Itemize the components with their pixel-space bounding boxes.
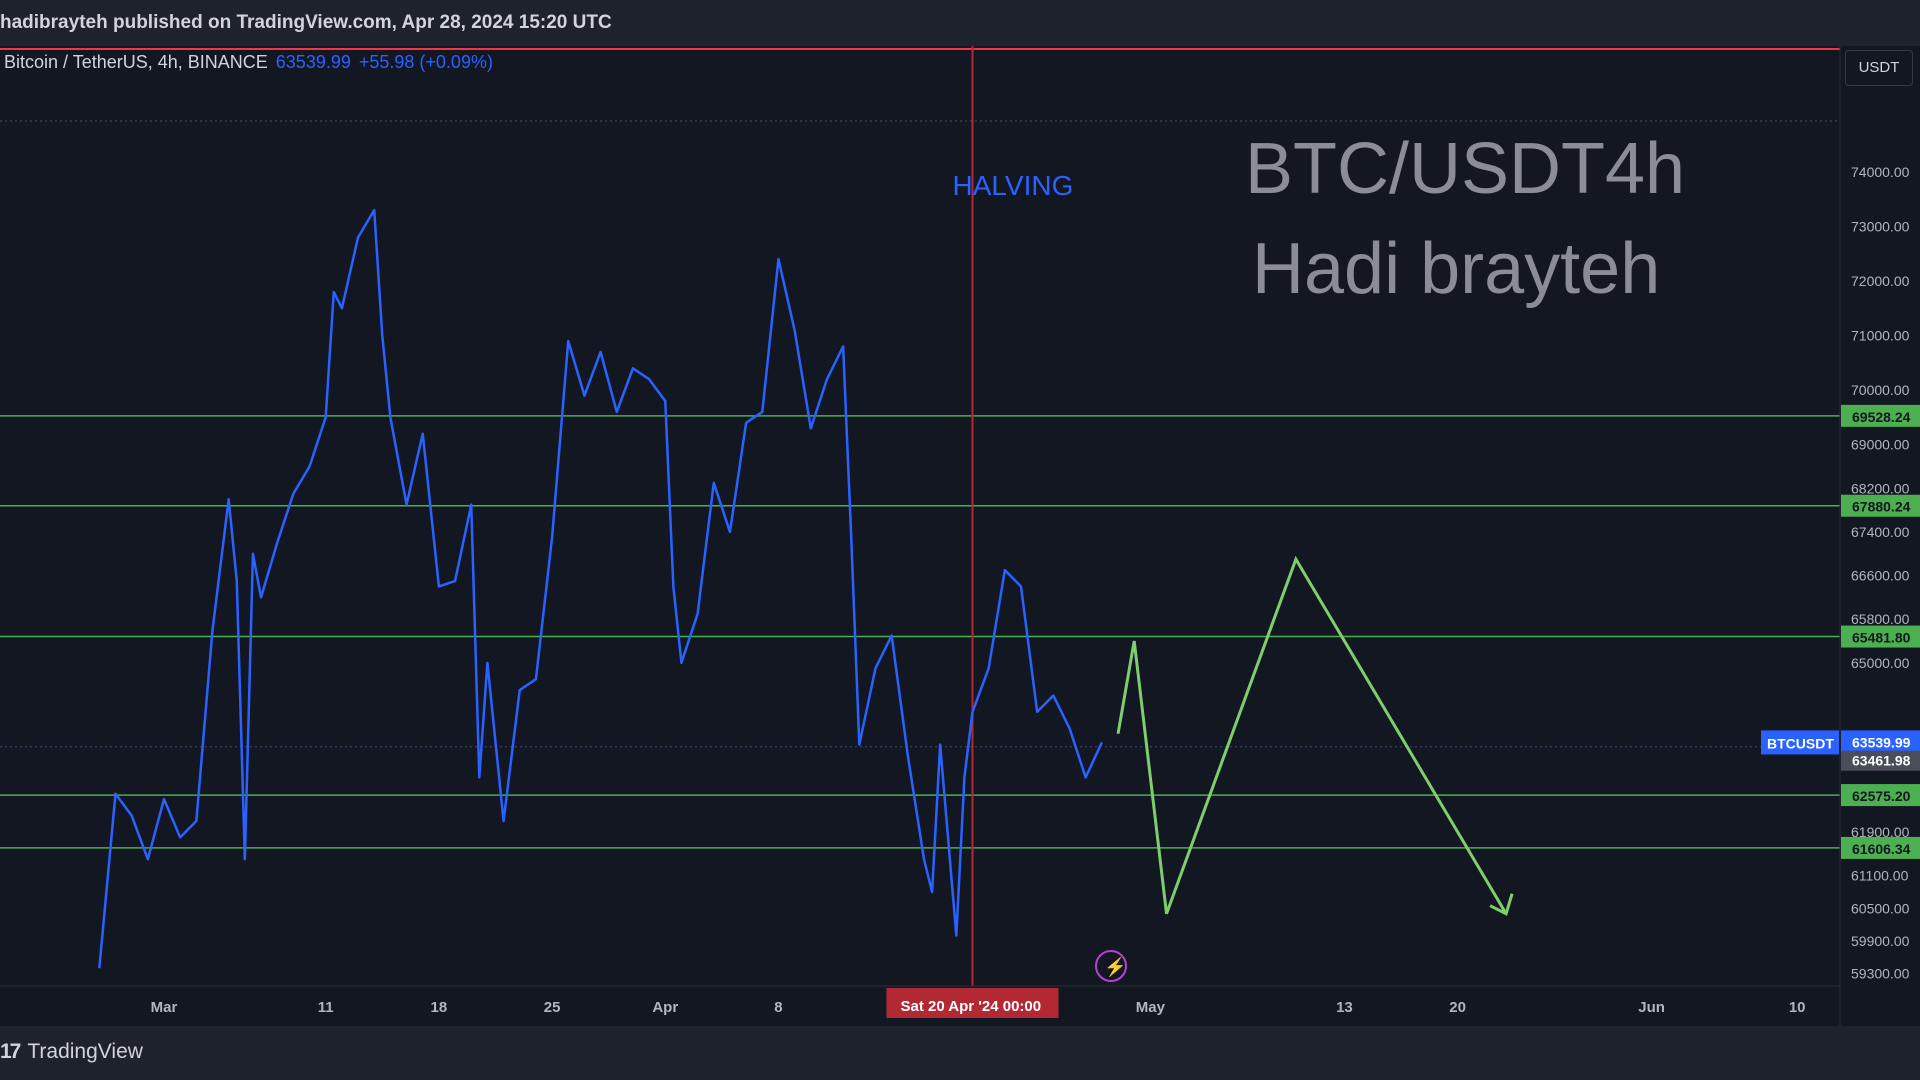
level-price-tag (1841, 836, 1920, 859)
symbol-tag-label: BTCUSDT (1767, 735, 1834, 751)
btc-price-line[interactable] (98, 208, 1103, 969)
time-tick-label: 25 (544, 999, 561, 1016)
legend-change: +55.98 (+0.09%) (358, 52, 493, 72)
time-tick-label: Apr (652, 999, 678, 1016)
time-tick-label: Mar (151, 999, 178, 1016)
crosshair-price-label: 63461.98 (1852, 753, 1911, 769)
price-tick-label: 74000.00 (1851, 164, 1910, 180)
halving-date-label: Sat 20 Apr '24 00:00 (901, 998, 1042, 1015)
price-axis[interactable] (1840, 46, 1920, 1026)
brand-name: TradingView (27, 1040, 143, 1063)
time-tick-label: 8 (774, 999, 782, 1016)
symbol-label[interactable]: Bitcoin / TetherUS, 4h, BINANCE (4, 52, 268, 72)
current-price-label: 63539.99 (1852, 734, 1911, 750)
halving-date-tag (886, 988, 1059, 1018)
projection-arrowhead (1489, 893, 1514, 916)
level-price-label: 61606.34 (1852, 841, 1911, 857)
price-tick-label: 71000.00 (1851, 328, 1910, 344)
publish-header: hadibrayteh published on TradingView.com… (0, 0, 1920, 46)
level-price-tag (1841, 494, 1920, 517)
price-tick-label: 73000.00 (1851, 219, 1910, 235)
lightning-icon[interactable] (1095, 950, 1127, 982)
time-tick-label: 13 (1336, 999, 1353, 1016)
level-price-label: 69528.24 (1852, 409, 1911, 425)
tradingview-logo-icon: 17 (0, 1040, 21, 1063)
price-tick-label: 67400.00 (1851, 524, 1910, 540)
time-tick-label: Jun (1638, 999, 1665, 1016)
time-tick-label: 20 (1449, 999, 1466, 1016)
annotation-author: Hadi brayteh (1252, 229, 1660, 309)
time-tick-label: 18 (431, 999, 448, 1016)
time-tick-label: May (1136, 999, 1166, 1016)
price-tick-label: 65800.00 (1851, 611, 1910, 627)
level-price-label: 65481.80 (1852, 630, 1911, 646)
price-tick-label: 65000.00 (1851, 655, 1910, 671)
tradingview-logo[interactable]: 17 TradingView (0, 1040, 143, 1064)
price-tick-label: 60500.00 (1851, 900, 1910, 916)
lightning-glyph: ⚡ (1104, 956, 1126, 978)
price-tick-label: 59300.00 (1851, 966, 1910, 982)
time-tick-label: 11 (318, 999, 334, 1016)
crosshair-price-tag (1841, 750, 1920, 771)
level-price-tag (1841, 784, 1920, 807)
price-tick-label: 68200.00 (1851, 480, 1910, 496)
level-price-label: 62575.20 (1852, 788, 1911, 804)
halving-label: HALVING (953, 170, 1074, 201)
legend-price: 63539.99 (275, 52, 351, 72)
price-tick-label: 59900.00 (1851, 933, 1910, 949)
symbol-legend: Bitcoin / TetherUS, 4h, BINANCE 63539.99 +… (4, 52, 493, 73)
time-tick-label: 10 (1789, 999, 1806, 1016)
symbol-tag (1761, 730, 1839, 755)
footer-bar: 17 TradingView (0, 1026, 1920, 1080)
level-price-tag (1841, 404, 1920, 427)
price-chart[interactable]: HALVING BTC/USDT4h Hadi brayteh ⚡ 74000.00 73… (0, 0, 1920, 1026)
price-tick-label: 66600.00 (1851, 568, 1910, 584)
annotation-title: BTC/USDT4h (1245, 129, 1685, 209)
published-text: published on TradingView.com, Apr 28, 20… (107, 12, 612, 33)
publisher-name[interactable]: hadibrayteh (0, 12, 108, 33)
price-tick-label: 61900.00 (1851, 824, 1910, 840)
level-price-label: 67880.24 (1852, 499, 1911, 515)
price-tick-label: 70000.00 (1851, 382, 1910, 398)
price-tick-label: 72000.00 (1851, 273, 1910, 289)
projection-path[interactable] (1116, 555, 1508, 915)
currency-button[interactable]: USDT (1845, 50, 1913, 86)
price-tick-label: 69000.00 (1851, 437, 1910, 453)
price-tick-label: 61100.00 (1851, 868, 1909, 884)
level-price-tag (1841, 625, 1920, 648)
